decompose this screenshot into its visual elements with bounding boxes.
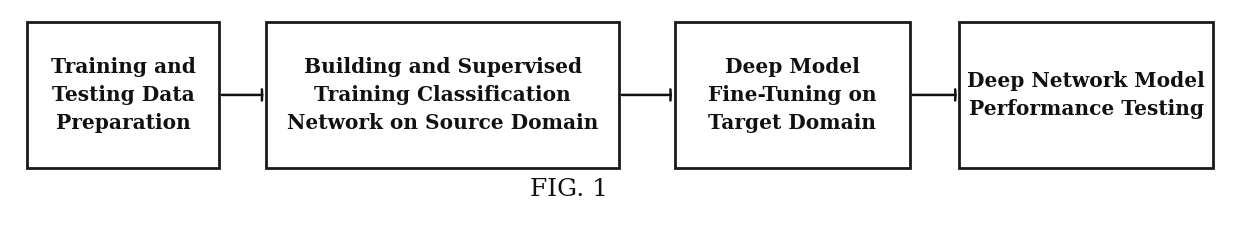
Bar <box>27 22 219 168</box>
Bar <box>266 22 619 168</box>
Text: Building and Supervised
Training Classification
Network on Source Domain: Building and Supervised Training Classif… <box>287 57 598 133</box>
Text: Deep Model
Fine-Tuning on
Target Domain: Deep Model Fine-Tuning on Target Domain <box>708 57 877 133</box>
Text: Deep Network Model
Performance Testing: Deep Network Model Performance Testing <box>967 71 1206 119</box>
Bar <box>959 22 1213 168</box>
Text: Training and
Testing Data
Preparation: Training and Testing Data Preparation <box>51 57 196 133</box>
Text: FIG. 1: FIG. 1 <box>530 178 609 201</box>
Bar <box>675 22 910 168</box>
